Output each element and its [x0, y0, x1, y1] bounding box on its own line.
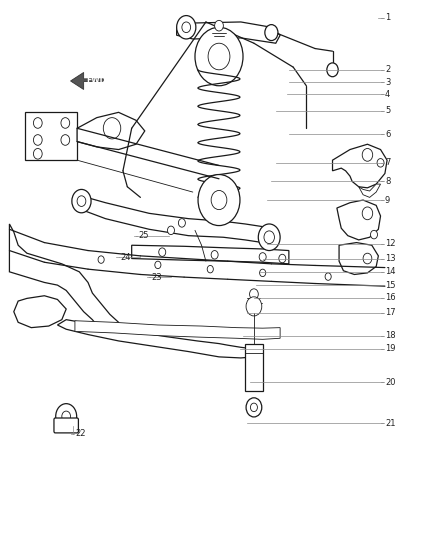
Text: 9: 9 — [385, 196, 390, 205]
Text: 24: 24 — [121, 253, 131, 262]
Polygon shape — [177, 22, 280, 43]
Circle shape — [246, 297, 262, 316]
Circle shape — [258, 224, 280, 251]
Circle shape — [377, 159, 384, 167]
Circle shape — [182, 22, 191, 33]
Polygon shape — [339, 243, 378, 274]
Circle shape — [77, 196, 86, 206]
Circle shape — [178, 219, 185, 227]
Text: 14: 14 — [385, 268, 396, 276]
Text: FWD: FWD — [87, 76, 107, 85]
Circle shape — [363, 253, 372, 264]
Text: 17: 17 — [385, 308, 396, 317]
Text: 20: 20 — [385, 378, 396, 387]
Circle shape — [207, 265, 213, 273]
Circle shape — [371, 230, 378, 239]
Text: 5: 5 — [385, 106, 390, 115]
Text: 12: 12 — [385, 239, 396, 248]
Circle shape — [279, 254, 286, 263]
Circle shape — [246, 398, 262, 417]
Text: 2: 2 — [385, 66, 390, 74]
Circle shape — [325, 273, 331, 280]
Circle shape — [62, 411, 71, 422]
Polygon shape — [359, 184, 381, 197]
Circle shape — [208, 43, 230, 70]
Circle shape — [211, 251, 218, 259]
Circle shape — [33, 118, 42, 128]
Polygon shape — [77, 112, 145, 150]
Circle shape — [265, 25, 278, 41]
Circle shape — [72, 189, 91, 213]
Polygon shape — [132, 245, 289, 264]
Text: 1: 1 — [385, 13, 390, 22]
Circle shape — [259, 253, 266, 261]
Text: 22: 22 — [75, 430, 85, 439]
Text: 19: 19 — [385, 344, 396, 353]
Text: 8: 8 — [385, 177, 390, 186]
Circle shape — [211, 190, 227, 209]
FancyBboxPatch shape — [54, 418, 78, 433]
Circle shape — [198, 174, 240, 225]
Circle shape — [159, 248, 166, 256]
Text: 6: 6 — [385, 130, 390, 139]
Text: 4: 4 — [385, 90, 390, 99]
Circle shape — [56, 403, 77, 429]
Circle shape — [167, 226, 174, 235]
Circle shape — [155, 261, 161, 269]
Text: 18: 18 — [385, 331, 396, 340]
Circle shape — [251, 403, 258, 411]
Circle shape — [250, 289, 258, 300]
Polygon shape — [337, 200, 381, 240]
Text: 23: 23 — [151, 273, 162, 281]
Text: 13: 13 — [385, 254, 396, 263]
Circle shape — [61, 135, 70, 146]
Circle shape — [33, 135, 42, 146]
Text: 25: 25 — [138, 231, 149, 240]
Polygon shape — [332, 144, 387, 188]
Circle shape — [195, 27, 243, 86]
FancyBboxPatch shape — [245, 344, 263, 391]
Text: 7: 7 — [385, 158, 390, 167]
Polygon shape — [77, 195, 269, 245]
Polygon shape — [57, 320, 254, 358]
Polygon shape — [75, 321, 280, 340]
Text: 3: 3 — [385, 77, 390, 86]
Circle shape — [61, 118, 70, 128]
Circle shape — [362, 207, 373, 220]
Circle shape — [33, 149, 42, 159]
Polygon shape — [25, 112, 77, 160]
Circle shape — [103, 118, 121, 139]
Text: 21: 21 — [385, 419, 396, 428]
Circle shape — [98, 256, 104, 263]
Circle shape — [327, 63, 338, 77]
Circle shape — [215, 20, 223, 31]
Polygon shape — [71, 72, 103, 90]
Text: 16: 16 — [385, 293, 396, 302]
Circle shape — [177, 15, 196, 39]
Text: 15: 15 — [385, 280, 396, 289]
Circle shape — [260, 269, 266, 277]
Polygon shape — [10, 224, 119, 333]
Circle shape — [264, 231, 275, 244]
Circle shape — [362, 149, 373, 161]
Polygon shape — [14, 296, 66, 328]
